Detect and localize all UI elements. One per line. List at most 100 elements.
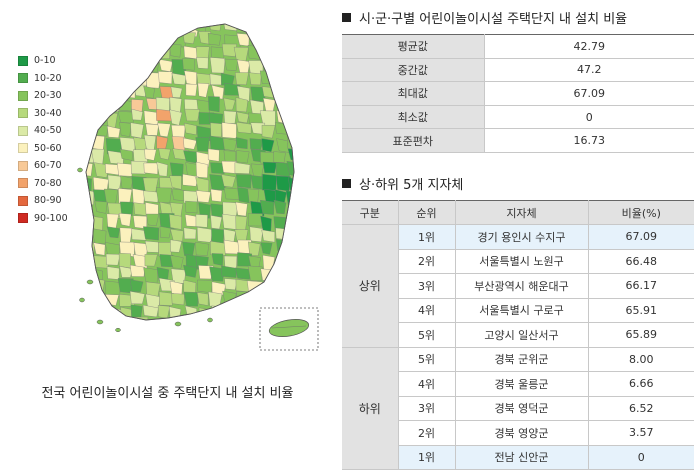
stats-section-title: 시·군·구별 어린이놀이시설 주택단지 내 설치 비율 xyxy=(342,8,627,27)
district-polygon xyxy=(131,71,148,87)
district-polygon xyxy=(262,254,276,271)
district-polygon xyxy=(209,57,226,74)
district-polygon xyxy=(260,199,275,215)
district-polygon xyxy=(223,239,240,255)
jeju-inset xyxy=(259,307,319,351)
district-polygon xyxy=(210,215,223,230)
district-polygon xyxy=(194,24,208,33)
district-polygon xyxy=(107,125,121,138)
table-row: 최소값 0 xyxy=(342,105,694,130)
map-panel: 0-10 10-20 20-30 30-40 40-50 50-60 60-70… xyxy=(0,0,335,474)
district-polygon xyxy=(288,215,294,232)
district-polygon xyxy=(198,202,211,219)
district-polygon xyxy=(118,31,133,46)
district-polygon xyxy=(157,24,172,33)
legend-swatch xyxy=(18,143,28,154)
district-polygon xyxy=(119,227,133,243)
district-polygon xyxy=(86,59,93,72)
district-polygon xyxy=(132,47,146,62)
district-polygon xyxy=(146,213,160,227)
district-polygon xyxy=(263,279,280,293)
district-polygon xyxy=(143,110,159,125)
district-polygon xyxy=(275,291,290,308)
district-polygon xyxy=(183,264,198,278)
table-row: 3위 경북 영덕군 6.52 xyxy=(342,396,694,421)
square-bullet-icon xyxy=(342,13,351,22)
legend-item: 80-90 xyxy=(18,192,68,210)
district-polygon xyxy=(86,98,93,112)
legend-label: 50-60 xyxy=(34,142,62,154)
district-polygon xyxy=(119,47,132,60)
rank-cell: 1위 xyxy=(398,224,456,250)
district-polygon xyxy=(94,99,107,113)
district-polygon xyxy=(221,122,237,139)
district-polygon xyxy=(144,148,157,161)
district-polygon xyxy=(143,319,158,320)
ranking-table: 구분 순위 지자체 비율(%) 상위 1위 경기 용인시 수지구 67.09 2… xyxy=(342,200,694,470)
district-polygon xyxy=(263,304,278,319)
legend-label: 90-100 xyxy=(34,212,68,224)
district-polygon xyxy=(263,57,280,71)
district-polygon xyxy=(117,58,133,73)
district-polygon xyxy=(273,45,285,63)
district-polygon xyxy=(118,252,131,269)
district-polygon xyxy=(182,58,195,71)
district-polygon xyxy=(224,58,239,71)
ratio-cell: 8.00 xyxy=(588,347,694,372)
stat-label: 중간값 xyxy=(342,58,485,83)
region-cell: 경북 영덕군 xyxy=(455,396,589,421)
district-polygon xyxy=(92,124,109,137)
legend-label: 10-20 xyxy=(34,72,62,84)
district-polygon xyxy=(107,174,122,190)
district-polygon xyxy=(273,151,286,163)
district-polygon xyxy=(196,227,213,243)
district-polygon xyxy=(184,108,201,122)
district-polygon xyxy=(275,32,288,46)
header-ratio: 비율(%) xyxy=(588,200,694,225)
district-polygon xyxy=(237,305,254,318)
district-polygon xyxy=(276,71,293,84)
rank-cell: 1위 xyxy=(398,445,456,470)
legend-label: 40-50 xyxy=(34,125,62,137)
district-polygon xyxy=(223,187,240,200)
group-top-label: 상위 xyxy=(342,224,399,348)
legend-swatch xyxy=(18,160,28,171)
square-bullet-icon xyxy=(342,179,351,188)
district-polygon xyxy=(209,135,226,151)
district-polygon xyxy=(120,201,134,216)
ratio-cell: 66.17 xyxy=(588,273,694,299)
korea-choropleth-map xyxy=(77,23,319,351)
district-polygon xyxy=(120,175,134,189)
table-row: 상위 1위 경기 용인시 수지구 67.09 xyxy=(342,224,694,348)
district-polygon xyxy=(105,32,121,49)
legend-label: 60-70 xyxy=(34,160,62,172)
district-polygon xyxy=(170,86,183,98)
ratio-cell: 6.52 xyxy=(588,396,694,421)
district-polygon xyxy=(274,265,288,278)
district-polygon xyxy=(158,71,173,85)
rank-cell: 4위 xyxy=(398,298,456,323)
table-row: 평균값 42.79 xyxy=(342,34,694,59)
legend-item: 70-80 xyxy=(18,175,68,193)
district-polygon xyxy=(210,122,223,138)
district-polygon xyxy=(131,108,143,121)
district-polygon xyxy=(275,238,290,253)
district-polygon xyxy=(91,83,107,98)
district-polygon xyxy=(171,72,187,85)
legend-item: 30-40 xyxy=(18,105,68,123)
district-polygon xyxy=(119,266,133,278)
district-polygon xyxy=(289,265,294,280)
district-polygon xyxy=(119,148,133,161)
district-polygon xyxy=(234,72,249,86)
district-polygon xyxy=(106,226,120,239)
region-cell: 부산광역시 해운대구 xyxy=(455,273,589,299)
district-polygon xyxy=(145,281,161,297)
ratio-cell: 0 xyxy=(588,445,694,470)
district-polygon xyxy=(197,82,210,98)
table-row: 2위 경북 영양군 3.57 xyxy=(342,420,694,446)
district-polygon xyxy=(235,97,249,113)
district-polygon xyxy=(207,32,222,46)
stat-label: 최소값 xyxy=(342,105,485,130)
district-polygon xyxy=(259,110,276,126)
district-polygon xyxy=(285,98,294,111)
